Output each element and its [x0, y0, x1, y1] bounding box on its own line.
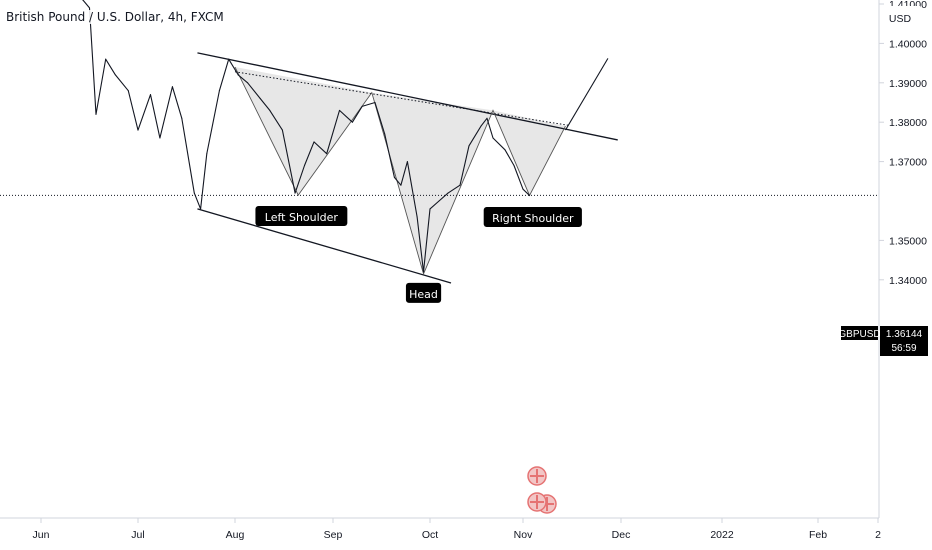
- uk-flag-icon[interactable]: [527, 466, 547, 486]
- head-fill: [371, 92, 493, 274]
- price-point: [89, 7, 90, 9]
- y-tick-label: 1.34000: [889, 275, 927, 287]
- price-point: [374, 102, 376, 103]
- price-point: [150, 94, 152, 96]
- uk-flag-icon[interactable]: [527, 492, 547, 512]
- annotation-right-shoulder[interactable]: Right Shoulder: [483, 207, 582, 228]
- price-point: [313, 141, 315, 143]
- price-point: [480, 125, 482, 127]
- price-point: [193, 192, 195, 194]
- last-price-label: 1.36144: [886, 329, 923, 340]
- currency-label: USD: [889, 13, 912, 25]
- price-point: [522, 188, 524, 190]
- price-point: [247, 82, 249, 84]
- annotation-label: Right Shoulder: [492, 212, 574, 225]
- chart-title: British Pound / U.S. Dollar, 4h, FXCM: [4, 10, 226, 24]
- price-point: [504, 149, 506, 151]
- x-tick-label: Jul: [131, 529, 144, 541]
- price-point: [259, 98, 261, 100]
- neckline-trendline[interactable]: [197, 52, 618, 141]
- price-point: [304, 165, 306, 167]
- x-tick-label: Aug: [226, 529, 245, 541]
- right-shoulder-fill: [493, 110, 566, 196]
- y-tick-label: 1.35000: [889, 235, 927, 247]
- price-point: [269, 109, 271, 111]
- price-point: [529, 194, 531, 196]
- symbol-tag-label: GBPUSD: [838, 329, 880, 340]
- x-tick-label: Feb: [809, 529, 827, 541]
- x-tick-label: 2022: [710, 529, 734, 541]
- last-price-tag: [880, 326, 928, 356]
- y-tick-label: 1.39000: [889, 78, 927, 90]
- y-tick-label: 1.40000: [889, 38, 927, 50]
- price-point: [206, 153, 208, 155]
- y-tick-label: 1.37000: [889, 157, 927, 169]
- dotted-trendline[interactable]: [234, 71, 569, 126]
- x-tick-label: Oct: [422, 529, 438, 541]
- bar-countdown: 56:59: [891, 343, 916, 354]
- y-tick-label: 1.38000: [889, 117, 927, 129]
- annotation-label: Head: [409, 288, 438, 301]
- price-point: [384, 133, 386, 135]
- price-point: [438, 200, 440, 202]
- projection-line[interactable]: [564, 58, 609, 131]
- annotation-box: [255, 206, 348, 227]
- price-point: [200, 208, 202, 210]
- price-point: [294, 192, 296, 194]
- symbol-tag: [841, 326, 878, 340]
- annotation-head[interactable]: Head: [405, 282, 442, 303]
- left-shoulder-fill: [235, 67, 372, 196]
- x-tick-label: Nov: [514, 529, 533, 541]
- price-point: [114, 74, 116, 76]
- price-point: [486, 117, 488, 119]
- price-point: [400, 184, 402, 186]
- y-tick-label: 1.41000: [889, 0, 927, 11]
- price-point: [137, 129, 139, 131]
- price-point: [423, 271, 425, 273]
- x-tick-label: Dec: [612, 529, 631, 541]
- annotation-box: [483, 207, 582, 228]
- price-point: [393, 176, 395, 178]
- price-point: [361, 105, 363, 107]
- price-point: [468, 145, 470, 147]
- lower-trendline[interactable]: [197, 208, 452, 284]
- price-axis[interactable]: 1.41000 1.40000 1.39000 1.38000 1.37000 1.350…: [878, 0, 927, 518]
- annotation-box: [405, 282, 442, 303]
- price-point: [228, 58, 230, 60]
- price-point: [513, 165, 515, 167]
- price-point: [218, 90, 220, 92]
- price-point: [447, 192, 449, 194]
- price-point: [159, 137, 161, 139]
- price-point: [181, 117, 183, 119]
- price-point: [492, 137, 494, 139]
- price-point: [82, 0, 84, 1]
- currency-box: [880, 6, 920, 28]
- time-axis[interactable]: Jun Jul Aug Sep Oct Nov Dec 2022 Feb 2: [0, 517, 881, 541]
- price-point: [459, 184, 461, 186]
- price-point: [237, 74, 239, 76]
- price-point: [326, 153, 328, 155]
- price-point: [406, 161, 408, 163]
- x-tick-label: Jun: [33, 529, 50, 541]
- annotation-left-shoulder[interactable]: Left Shoulder: [255, 206, 348, 227]
- price-point: [127, 90, 129, 92]
- annotation-label: Left Shoulder: [265, 211, 339, 224]
- x-tick-label: Sep: [324, 529, 343, 541]
- price-point: [105, 58, 107, 60]
- price-point: [351, 121, 353, 123]
- price-point: [281, 129, 283, 131]
- price-point: [429, 208, 431, 210]
- price-point: [171, 86, 173, 88]
- event-markers[interactable]: [527, 466, 557, 514]
- price-point: [416, 216, 418, 218]
- x-tick-label: 2: [875, 529, 881, 541]
- price-point: [338, 109, 340, 111]
- price-point: [95, 113, 97, 115]
